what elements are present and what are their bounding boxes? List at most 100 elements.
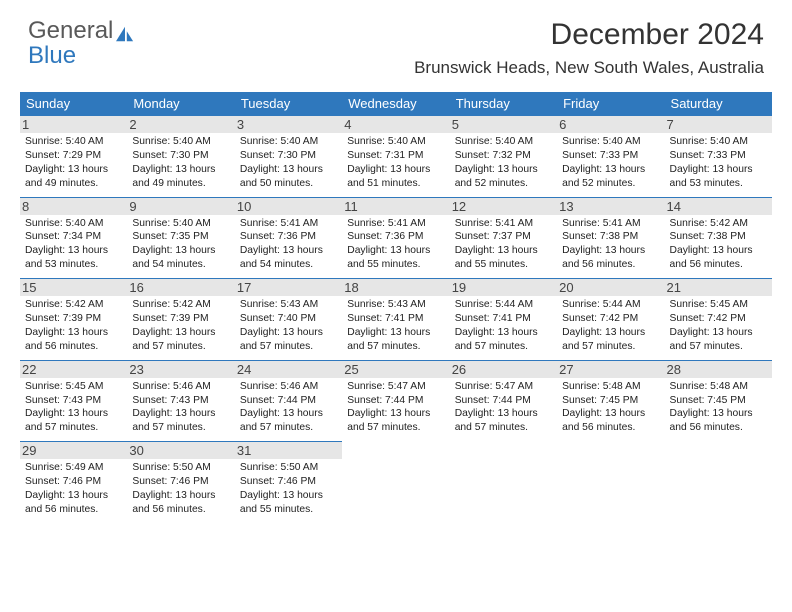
day-cell [450,442,557,523]
page-header: GeneralBlue December 2024 Brunswick Head… [0,0,792,82]
daylight-text-2: and 57 minutes. [670,340,767,354]
day-cell: 7Sunrise: 5:40 AMSunset: 7:33 PMDaylight… [665,116,772,198]
day-cell: 17 Sunrise: 5:43 AMSunset: 7:40 PMDayligh… [235,279,342,361]
sunset-text: Sunset: 7:38 PM [562,230,659,244]
day-number: 26 [450,361,557,378]
sunrise-text: Sunrise: 5:40 AM [25,135,122,149]
day-number: 22 [20,361,127,378]
day-number: 23 [127,361,234,378]
sunrise-text: Sunrise: 5:48 AM [562,380,659,394]
day-cell: 6Sunrise: 5:40 AMSunset: 7:33 PMDaylight… [557,116,664,198]
sunrise-text: Sunrise: 5:40 AM [25,217,122,231]
sunset-text: Sunset: 7:36 PM [347,230,444,244]
day-number: 27 [557,361,664,378]
daylight-text: Daylight: 13 hours [132,407,229,421]
daylight-text-2: and 54 minutes. [132,258,229,272]
daylight-text: Daylight: 13 hours [670,326,767,340]
daylight-text-2: and 49 minutes. [25,177,122,191]
sunset-text: Sunset: 7:41 PM [347,312,444,326]
day-cell: 22Sunrise: 5:45 AMSunset: 7:43 PMDayligh… [20,360,127,442]
daylight-text: Daylight: 13 hours [562,163,659,177]
day-cell: 13Sunrise: 5:41 AMSunset: 7:38 PMDayligh… [557,197,664,279]
day-header: Wednesday [342,92,449,116]
daylight-text-2: and 52 minutes. [455,177,552,191]
day-number: 9 [127,198,234,215]
daylight-text: Daylight: 13 hours [347,326,444,340]
day-number: 17 [235,279,342,296]
sunset-text: Sunset: 7:42 PM [562,312,659,326]
daylight-text-2: and 57 minutes. [132,421,229,435]
day-number: 31 [235,442,342,459]
daylight-text-2: and 57 minutes. [240,340,337,354]
sunrise-text: Sunrise: 5:47 AM [455,380,552,394]
daylight-text-2: and 49 minutes. [132,177,229,191]
day-cell: 28Sunrise: 5:48 AMSunset: 7:45 PMDayligh… [665,360,772,442]
day-cell: 9Sunrise: 5:40 AMSunset: 7:35 PMDaylight… [127,197,234,279]
day-header: Thursday [450,92,557,116]
day-header: Monday [127,92,234,116]
sunset-text: Sunset: 7:42 PM [670,312,767,326]
daylight-text-2: and 57 minutes. [455,421,552,435]
day-cell: 15Sunrise: 5:42 AMSunset: 7:39 PMDayligh… [20,279,127,361]
day-cell: 1Sunrise: 5:40 AMSunset: 7:29 PMDaylight… [20,116,127,198]
daylight-text-2: and 57 minutes. [25,421,122,435]
day-number: 6 [557,116,664,133]
day-cell: 14Sunrise: 5:42 AMSunset: 7:38 PMDayligh… [665,197,772,279]
daylight-text-2: and 56 minutes. [670,258,767,272]
day-cell: 2Sunrise: 5:40 AMSunset: 7:30 PMDaylight… [127,116,234,198]
day-cell: 11Sunrise: 5:41 AMSunset: 7:36 PMDayligh… [342,197,449,279]
sunrise-text: Sunrise: 5:41 AM [562,217,659,231]
sunset-text: Sunset: 7:46 PM [132,475,229,489]
brand-logo: GeneralBlue [28,18,136,68]
sunset-text: Sunset: 7:29 PM [25,149,122,163]
brand-part1: General [28,18,113,43]
daylight-text-2: and 56 minutes. [562,421,659,435]
sunset-text: Sunset: 7:44 PM [347,394,444,408]
sunrise-text: Sunrise: 5:43 AM [240,298,337,312]
daylight-text: Daylight: 13 hours [562,244,659,258]
sunrise-text: Sunrise: 5:40 AM [347,135,444,149]
sunset-text: Sunset: 7:46 PM [25,475,122,489]
sunrise-text: Sunrise: 5:46 AM [132,380,229,394]
daylight-text: Daylight: 13 hours [132,326,229,340]
sunset-text: Sunset: 7:39 PM [132,312,229,326]
daylight-text: Daylight: 13 hours [132,163,229,177]
daylight-text: Daylight: 13 hours [347,244,444,258]
daylight-text: Daylight: 13 hours [132,489,229,503]
day-cell: 29Sunrise: 5:49 AMSunset: 7:46 PMDayligh… [20,442,127,523]
sunset-text: Sunset: 7:31 PM [347,149,444,163]
daylight-text-2: and 55 minutes. [347,258,444,272]
daylight-text: Daylight: 13 hours [240,326,337,340]
daylight-text-2: and 57 minutes. [347,421,444,435]
day-header: Tuesday [235,92,342,116]
sunrise-text: Sunrise: 5:47 AM [347,380,444,394]
sunset-text: Sunset: 7:41 PM [455,312,552,326]
daylight-text: Daylight: 13 hours [25,489,122,503]
daylight-text-2: and 57 minutes. [562,340,659,354]
sail-icon [114,25,136,43]
sunrise-text: Sunrise: 5:41 AM [347,217,444,231]
day-number: 16 [127,279,234,296]
day-number: 5 [450,116,557,133]
daylight-text-2: and 50 minutes. [240,177,337,191]
sunrise-text: Sunrise: 5:40 AM [562,135,659,149]
day-number: 30 [127,442,234,459]
week-row: 15Sunrise: 5:42 AMSunset: 7:39 PMDayligh… [20,279,772,361]
daylight-text-2: and 52 minutes. [562,177,659,191]
daylight-text: Daylight: 13 hours [347,407,444,421]
day-cell: 27Sunrise: 5:48 AMSunset: 7:45 PMDayligh… [557,360,664,442]
sunset-text: Sunset: 7:40 PM [240,312,337,326]
daylight-text-2: and 55 minutes. [455,258,552,272]
day-header: Sunday [20,92,127,116]
daylight-text: Daylight: 13 hours [240,489,337,503]
daylight-text: Daylight: 13 hours [25,326,122,340]
daylight-text: Daylight: 13 hours [25,244,122,258]
week-row: 8Sunrise: 5:40 AMSunset: 7:34 PMDaylight… [20,197,772,279]
day-cell [557,442,664,523]
day-number: 28 [665,361,772,378]
day-cell: 25Sunrise: 5:47 AMSunset: 7:44 PMDayligh… [342,360,449,442]
daylight-text-2: and 57 minutes. [240,421,337,435]
sunset-text: Sunset: 7:45 PM [670,394,767,408]
day-header: Friday [557,92,664,116]
day-number: 7 [665,116,772,133]
